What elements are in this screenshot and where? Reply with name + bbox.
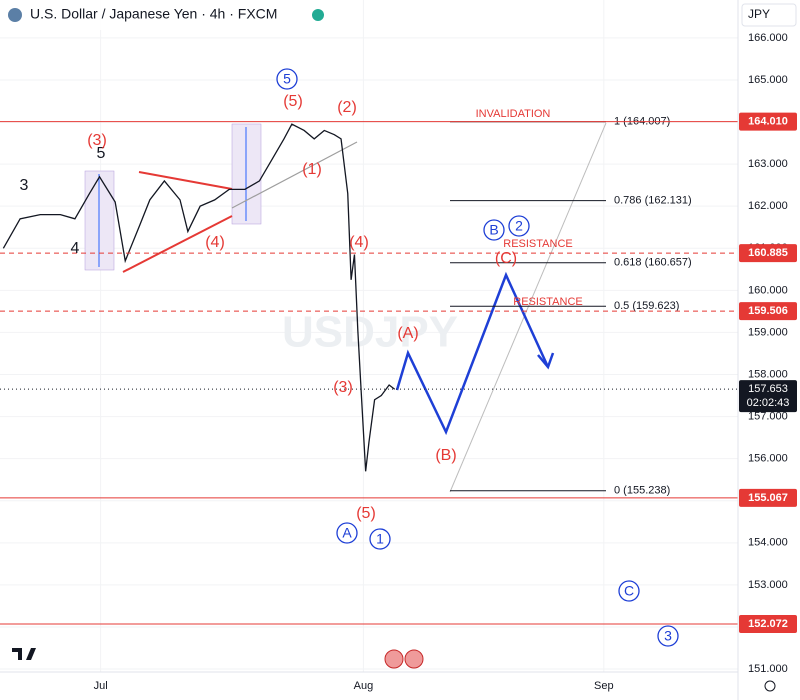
- y-tick-label: 157.000: [748, 410, 788, 422]
- watermark: USDJPY: [282, 308, 458, 357]
- wave-label: C: [624, 583, 634, 599]
- wave-circle: [483, 219, 505, 241]
- event-flag[interactable]: [404, 649, 424, 669]
- y-tick-label: 166.000: [748, 32, 788, 44]
- y-tick-label: 160.000: [748, 284, 788, 296]
- settings-icon[interactable]: [764, 680, 776, 692]
- wave-label: (C): [495, 250, 517, 267]
- level-tag: [739, 488, 797, 507]
- wave-label: B: [489, 222, 498, 238]
- wave-label: A: [342, 525, 352, 541]
- grid: [0, 0, 738, 672]
- wave-label: (A): [397, 325, 418, 342]
- wave-label: (B): [435, 447, 456, 464]
- wave-label: 1: [376, 531, 384, 547]
- plot: 1 (164.007)0.786 (162.131)0.618 (160.657…: [0, 68, 738, 647]
- symbol-icon: [8, 8, 22, 22]
- x-tick-label: Jul: [94, 680, 108, 692]
- chart-title: U.S. Dollar / Japanese Yen · 4h · FXCM: [30, 6, 277, 22]
- fib-label: 0.618 (160.657): [614, 257, 692, 269]
- projection-arrowhead: [537, 352, 555, 370]
- fib-label: 0 (155.238): [614, 485, 670, 497]
- fib-label: 0.786 (162.131): [614, 195, 692, 207]
- last-price-label: 157.653: [748, 383, 788, 395]
- currency[interactable]: JPY: [748, 7, 770, 21]
- x-tick-label: Sep: [594, 680, 614, 692]
- level-tag: [739, 302, 797, 321]
- fib-label: 0.5 (159.623): [614, 300, 679, 312]
- level-label: 159.506: [748, 305, 788, 317]
- wave-label: 2: [515, 218, 523, 234]
- wave-label: 5: [97, 145, 106, 162]
- wave-circle: [369, 528, 391, 550]
- y-tick-label: 163.000: [748, 158, 788, 170]
- y-tick-label: 162.000: [748, 200, 788, 212]
- wave-label: (3): [333, 379, 353, 396]
- y-tick-label: 159.000: [748, 326, 788, 338]
- level-tag: [739, 614, 797, 633]
- wave-label: (3): [87, 132, 107, 149]
- currency-button[interactable]: [741, 3, 797, 27]
- projection-path: [395, 271, 550, 436]
- header-bg: [0, 0, 345, 30]
- axis-labels: 151.000152.000153.000154.000155.000156.0…: [94, 32, 797, 692]
- wave-circle: [336, 522, 358, 544]
- y-tick-label: 156.000: [748, 453, 788, 465]
- level-label: 152.072: [748, 618, 788, 630]
- trend-line: [231, 141, 358, 209]
- price-line: [2, 123, 396, 472]
- wave-label: (4): [349, 234, 369, 251]
- logo: [12, 648, 36, 660]
- level-tag: [739, 112, 797, 131]
- wave-label: 3: [664, 628, 672, 644]
- wave-label: (5): [283, 93, 303, 110]
- wave-label: 4: [71, 240, 80, 257]
- market-status[interactable]: [312, 9, 324, 21]
- y-tick-label: 154.000: [748, 537, 788, 549]
- wave-label: 3: [20, 177, 29, 194]
- wave-circle: [508, 215, 530, 237]
- event-flag[interactable]: [384, 649, 404, 669]
- wave-label: RESISTANCE: [503, 238, 572, 250]
- x-tick-label: Aug: [354, 680, 374, 692]
- countdown: 02:02:43: [747, 397, 790, 409]
- level-label: 155.067: [748, 492, 788, 504]
- wave-circle: [657, 625, 679, 647]
- wave-label: (4): [205, 234, 225, 251]
- wave-label: RESISTANCE: [513, 296, 582, 308]
- wave-label: (1): [302, 161, 322, 178]
- wave-label: INVALIDATION: [476, 108, 551, 120]
- wave-label: (5): [356, 505, 376, 522]
- level-tag: [739, 244, 797, 263]
- y-tick-label: 158.000: [748, 368, 788, 380]
- y-tick-label: 165.000: [748, 74, 788, 86]
- wave-circle: [276, 68, 298, 90]
- y-tick-label: 153.000: [748, 579, 788, 591]
- fib-diagonal: [449, 122, 607, 493]
- triangle-line: [138, 171, 233, 190]
- wave-label: (2): [337, 99, 357, 116]
- wave-label: 5: [283, 71, 291, 87]
- level-label: 164.010: [748, 116, 788, 128]
- last-price-tag: [739, 380, 797, 413]
- wave-circle: [618, 580, 640, 602]
- price-axis: [738, 0, 800, 700]
- level-label: 160.885: [748, 247, 788, 259]
- y-tick-label: 151.000: [748, 663, 788, 675]
- triangle-line: [122, 215, 233, 273]
